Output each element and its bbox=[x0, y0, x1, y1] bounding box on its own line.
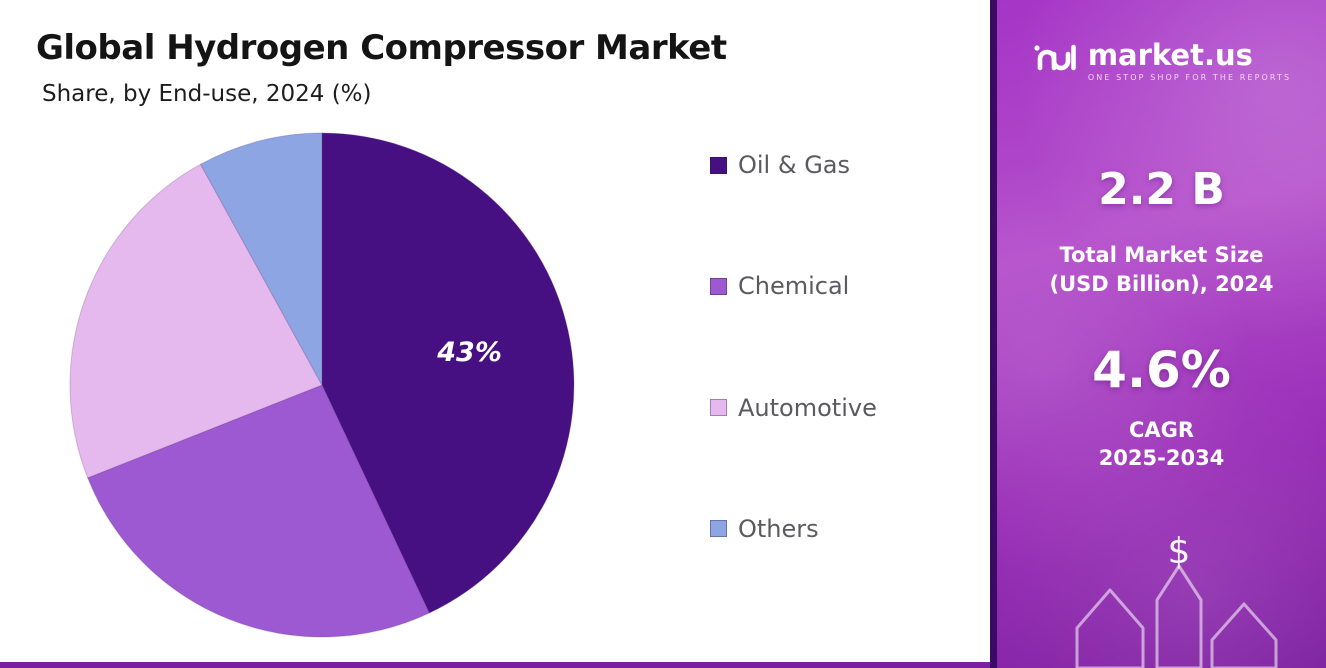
chart-area: Global Hydrogen Compressor Market Share,… bbox=[0, 28, 990, 668]
pie-slice-chemical bbox=[87, 384, 430, 638]
cagr-label: CAGR 2025-2034 bbox=[997, 417, 1326, 472]
market-size-value: 2.2 B bbox=[1098, 164, 1225, 216]
market-size-label-line1: Total Market Size bbox=[1059, 243, 1264, 268]
market-size-label: Total Market Size (USD Billion), 2024 bbox=[997, 241, 1326, 299]
legend-item-others: Others bbox=[710, 515, 877, 543]
legend-marker-oil-gas bbox=[710, 156, 727, 174]
pie-slice-automotive bbox=[69, 163, 323, 479]
pie-data-label: 43% bbox=[436, 337, 502, 368]
legend-item-automotive: Automotive bbox=[710, 394, 877, 422]
pie-slice-others bbox=[199, 132, 323, 386]
legend-label: Oil & Gas bbox=[738, 151, 851, 179]
marketus-logo-icon bbox=[1032, 40, 1078, 74]
promo-panel: market.us ONE STOP SHOP FOR THE REPORTS … bbox=[990, 0, 1326, 668]
market-size-label-line2: (USD Billion), 2024 bbox=[1049, 272, 1274, 297]
brand-logo: market.us ONE STOP SHOP FOR THE REPORTS bbox=[997, 40, 1326, 82]
legend-label: Others bbox=[738, 514, 819, 543]
pie-chart: 43% bbox=[69, 132, 575, 638]
legend-item-chemical: Chemical bbox=[710, 272, 877, 300]
cagr-label-line1: CAGR bbox=[1128, 418, 1195, 443]
legend-label: Chemical bbox=[738, 272, 850, 301]
brand-logo-texts: market.us ONE STOP SHOP FOR THE REPORTS bbox=[1087, 38, 1292, 83]
legend-marker-chemical bbox=[710, 277, 727, 295]
chart-subtitle: Share, by End-use, 2024 (%) bbox=[42, 81, 372, 107]
cagr-value: 4.6% bbox=[1092, 341, 1231, 400]
chart-row: 43% Oil & Gas Chemical Automotive Othe bbox=[0, 107, 990, 645]
pie-chart-container: 43% bbox=[62, 125, 582, 645]
brand-name: market.us bbox=[1087, 38, 1253, 72]
legend-marker-automotive bbox=[710, 399, 727, 417]
chart-legend: Oil & Gas Chemical Automotive Others bbox=[710, 151, 877, 543]
page-title: Global Hydrogen Compressor Market bbox=[36, 28, 727, 68]
legend-label: Automotive bbox=[738, 393, 877, 422]
dollar-icon: $ bbox=[1167, 531, 1191, 572]
cagr-label-line2: 2025-2034 bbox=[1098, 446, 1225, 471]
brand-tagline: ONE STOP SHOP FOR THE REPORTS bbox=[1087, 73, 1292, 83]
growth-arrows-icon bbox=[1075, 564, 1278, 668]
pie-slice-oil-gas bbox=[321, 132, 575, 614]
legend-item-oil-gas: Oil & Gas bbox=[710, 151, 877, 179]
legend-marker-others bbox=[710, 520, 727, 538]
